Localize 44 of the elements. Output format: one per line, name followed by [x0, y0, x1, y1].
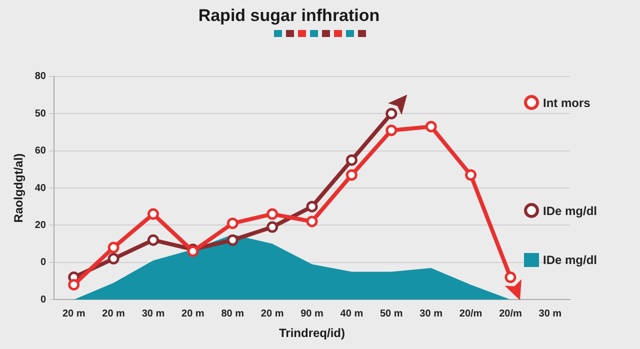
point — [346, 154, 358, 166]
x-axis-title: Trindreq/id) — [279, 326, 346, 340]
point — [266, 208, 278, 220]
point — [504, 272, 516, 284]
x-tick-label: 20 m — [102, 308, 126, 320]
x-tick-label: 90 m — [300, 308, 324, 320]
point — [226, 234, 238, 246]
x-tick-label: 20 m — [260, 308, 284, 320]
text: 50 — [34, 108, 46, 120]
x-tick-label: 80 m — [221, 308, 244, 320]
point — [306, 216, 318, 228]
point — [346, 169, 358, 181]
text: 40 — [34, 182, 46, 194]
y-axis-title: Raolgdgt/al) — [12, 153, 26, 223]
legend-label: Int mors — [543, 96, 590, 110]
x-tick-label: 30 m — [538, 308, 562, 320]
point — [108, 252, 120, 264]
point — [425, 120, 437, 132]
legend-label: IDe mg/dl — [543, 204, 598, 218]
point — [386, 124, 398, 136]
x-tick-label: 50 m — [380, 308, 403, 320]
point — [386, 108, 398, 120]
text: 20 — [34, 220, 46, 231]
text: 0 — [40, 294, 46, 306]
point — [147, 208, 159, 220]
point — [465, 169, 477, 181]
x-tick-label: 30 m — [142, 308, 165, 320]
text: 60 — [34, 146, 46, 157]
legend-label: IDe mg/dl — [543, 253, 598, 267]
point — [147, 234, 159, 246]
x-tick-label: 20/m — [499, 308, 522, 320]
x-tick-label: 20/m — [459, 308, 482, 320]
point — [226, 218, 238, 230]
point — [266, 221, 278, 233]
point — [108, 242, 120, 254]
x-tick-label: 30 m — [420, 308, 443, 320]
x-tick-label: 20 m — [182, 308, 204, 320]
point — [306, 200, 318, 212]
text: 80 — [34, 71, 46, 82]
text: 0 — [40, 257, 46, 268]
x-tick-label: 20 m — [62, 308, 86, 320]
point — [68, 278, 80, 290]
x-tick-label: 40 m — [340, 308, 364, 320]
chart-title: Rapid sugar infhration — [198, 6, 380, 25]
